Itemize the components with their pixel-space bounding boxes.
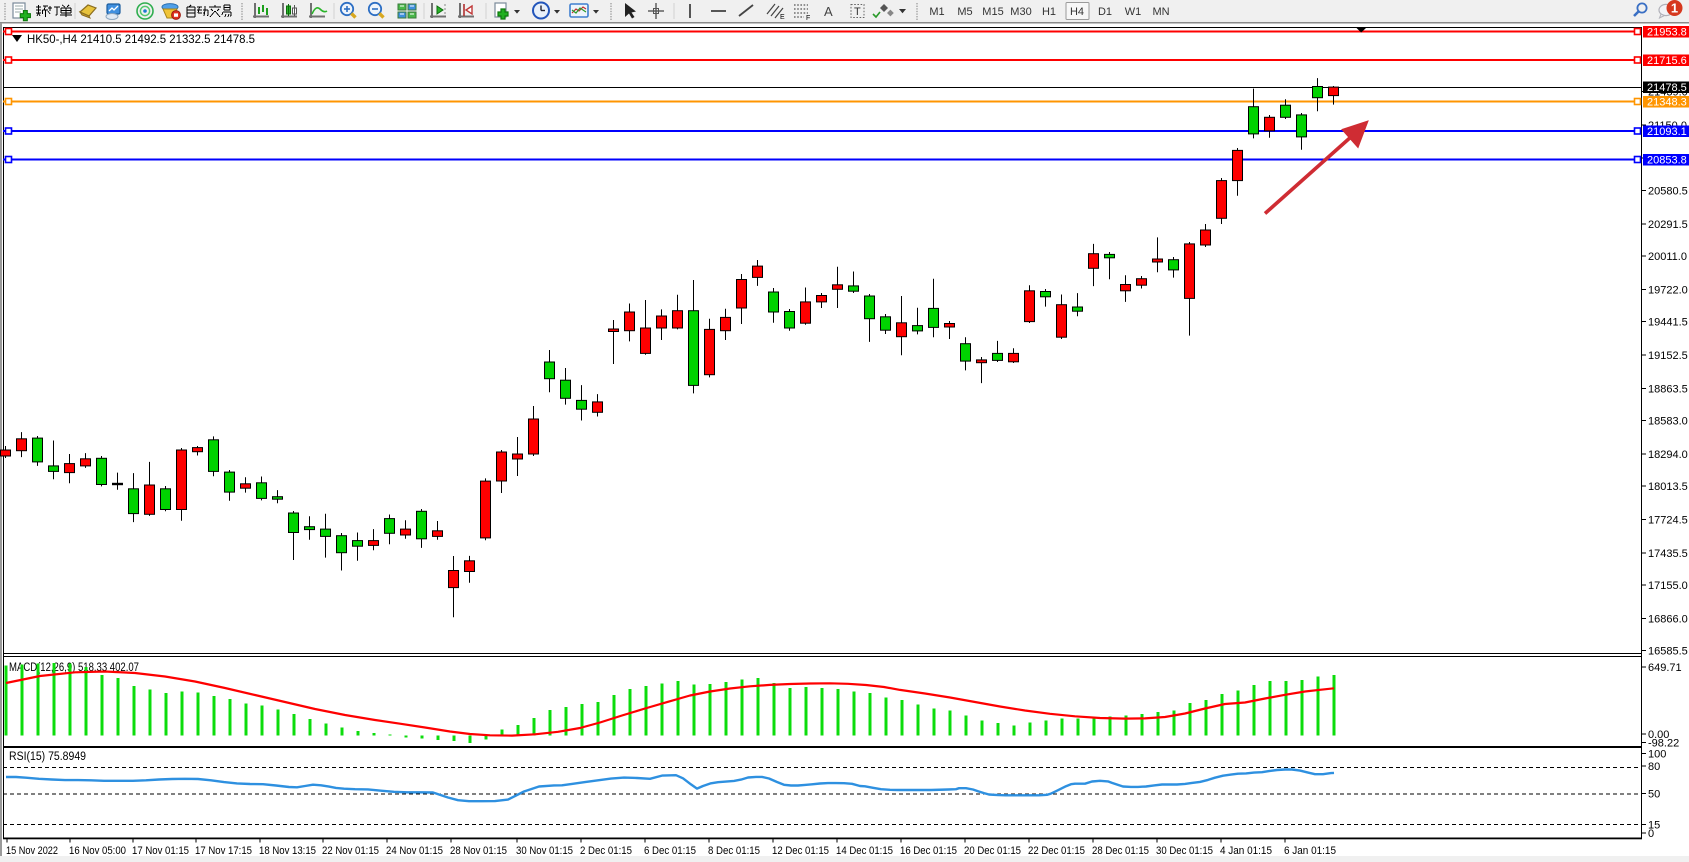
svg-text:24 Nov 01:15: 24 Nov 01:15 (386, 845, 443, 857)
svg-text:20291.5: 20291.5 (1648, 219, 1688, 231)
svg-text:30 Nov 01:15: 30 Nov 01:15 (516, 845, 573, 857)
svg-text:30 Dec 01:15: 30 Dec 01:15 (1156, 845, 1213, 857)
svg-text:21478.5: 21478.5 (1647, 82, 1687, 94)
svg-text:22 Nov 01:15: 22 Nov 01:15 (322, 845, 379, 857)
svg-text:19152.5: 19152.5 (1648, 350, 1688, 362)
svg-text:RSI(15) 75.8949: RSI(15) 75.8949 (9, 751, 86, 763)
svg-text:18013.5: 18013.5 (1648, 481, 1688, 493)
svg-text:17 Nov 01:15: 17 Nov 01:15 (132, 845, 189, 857)
svg-text:649.71: 649.71 (1648, 662, 1682, 674)
svg-text:15 Nov 2022: 15 Nov 2022 (6, 845, 58, 857)
svg-text:28 Nov 01:15: 28 Nov 01:15 (450, 845, 507, 857)
svg-text:20 Dec 01:15: 20 Dec 01:15 (964, 845, 1021, 857)
svg-text:T: T (854, 6, 861, 18)
svg-text:2 Dec 01:15: 2 Dec 01:15 (580, 845, 632, 857)
svg-text:F: F (806, 15, 810, 22)
svg-text:-98.22: -98.22 (1648, 737, 1679, 749)
svg-text:1: 1 (1671, 1, 1678, 16)
svg-text:M15: M15 (982, 6, 1003, 18)
svg-text:MN: MN (1152, 6, 1169, 18)
svg-text:E: E (780, 14, 785, 21)
svg-text:16866.0: 16866.0 (1648, 613, 1688, 625)
svg-text:21093.1: 21093.1 (1647, 126, 1687, 138)
svg-text:21953.8: 21953.8 (1647, 27, 1687, 39)
svg-text:19441.5: 19441.5 (1648, 317, 1688, 329)
svg-text:8 Dec 01:15: 8 Dec 01:15 (708, 845, 760, 857)
svg-text:19722.0: 19722.0 (1648, 284, 1688, 296)
svg-text:16585.5: 16585.5 (1648, 646, 1688, 658)
svg-text:20011.0: 20011.0 (1648, 251, 1687, 263)
svg-text:A: A (824, 4, 833, 19)
svg-text:17 Nov 17:15: 17 Nov 17:15 (195, 845, 252, 857)
svg-text:M5: M5 (957, 6, 972, 18)
svg-text:D1: D1 (1098, 6, 1112, 18)
svg-text:17155.0: 17155.0 (1648, 580, 1688, 592)
svg-text:0: 0 (1648, 828, 1654, 840)
svg-text:H4: H4 (1070, 6, 1084, 18)
svg-text:18294.0: 18294.0 (1648, 449, 1688, 461)
svg-text:80: 80 (1648, 761, 1660, 773)
svg-text:18 Nov 13:15: 18 Nov 13:15 (259, 845, 316, 857)
svg-text:17724.5: 17724.5 (1648, 515, 1688, 527)
svg-text:6 Dec 01:15: 6 Dec 01:15 (644, 845, 696, 857)
svg-text:21348.3: 21348.3 (1647, 97, 1687, 109)
svg-text:0.00: 0.00 (1648, 729, 1669, 741)
svg-text:HK50-,H4 21410.5 21492.5 2133: HK50-,H4 21410.5 21492.5 21332.5 21478.5 (27, 32, 255, 46)
svg-text:6 Jan 01:15: 6 Jan 01:15 (1284, 845, 1336, 857)
svg-text:17435.5: 17435.5 (1648, 548, 1688, 560)
svg-text:15: 15 (1648, 820, 1660, 832)
svg-text:20853.8: 20853.8 (1647, 155, 1687, 167)
svg-text:16 Dec 01:15: 16 Dec 01:15 (900, 845, 957, 857)
svg-text:100: 100 (1648, 749, 1666, 761)
svg-text:W1: W1 (1125, 6, 1142, 18)
svg-text:28 Dec 01:15: 28 Dec 01:15 (1092, 845, 1149, 857)
svg-text:20580.5: 20580.5 (1648, 186, 1688, 198)
svg-text:16 Nov 05:00: 16 Nov 05:00 (69, 845, 126, 857)
svg-text:50: 50 (1648, 789, 1660, 801)
svg-text:18583.0: 18583.0 (1648, 416, 1688, 428)
svg-text:12 Dec 01:15: 12 Dec 01:15 (772, 845, 829, 857)
svg-text:4 Jan 01:15: 4 Jan 01:15 (1220, 845, 1272, 857)
svg-text:14 Dec 01:15: 14 Dec 01:15 (836, 845, 893, 857)
svg-text:H1: H1 (1042, 6, 1056, 18)
svg-text:18863.5: 18863.5 (1648, 383, 1688, 395)
svg-text:M30: M30 (1010, 6, 1031, 18)
svg-text:M1: M1 (929, 6, 944, 18)
svg-text:22 Dec 01:15: 22 Dec 01:15 (1028, 845, 1085, 857)
svg-text:21715.6: 21715.6 (1647, 55, 1687, 67)
